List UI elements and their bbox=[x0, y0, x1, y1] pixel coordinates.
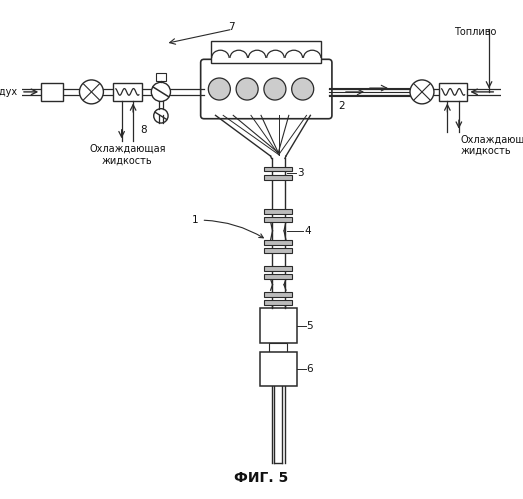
Text: 1: 1 bbox=[192, 215, 264, 238]
Circle shape bbox=[154, 109, 168, 123]
Text: 4: 4 bbox=[304, 226, 311, 236]
Text: ФИГ. 5: ФИГ. 5 bbox=[234, 471, 289, 485]
FancyBboxPatch shape bbox=[264, 217, 292, 222]
Text: 6: 6 bbox=[306, 364, 313, 374]
FancyBboxPatch shape bbox=[264, 248, 292, 253]
Circle shape bbox=[236, 78, 258, 100]
FancyBboxPatch shape bbox=[264, 209, 292, 214]
FancyBboxPatch shape bbox=[201, 59, 332, 119]
FancyBboxPatch shape bbox=[264, 300, 292, 305]
Circle shape bbox=[410, 80, 434, 104]
FancyBboxPatch shape bbox=[264, 175, 292, 180]
FancyBboxPatch shape bbox=[156, 73, 166, 81]
Circle shape bbox=[208, 78, 230, 100]
FancyBboxPatch shape bbox=[259, 308, 297, 343]
Circle shape bbox=[151, 82, 170, 101]
FancyBboxPatch shape bbox=[264, 266, 292, 271]
Circle shape bbox=[264, 78, 286, 100]
FancyBboxPatch shape bbox=[269, 343, 287, 351]
FancyBboxPatch shape bbox=[439, 83, 468, 100]
FancyBboxPatch shape bbox=[264, 292, 292, 297]
Text: 8: 8 bbox=[140, 125, 146, 135]
FancyBboxPatch shape bbox=[41, 83, 63, 101]
FancyBboxPatch shape bbox=[264, 240, 292, 245]
Text: Топливо: Топливо bbox=[454, 27, 496, 37]
Text: 2: 2 bbox=[338, 101, 345, 111]
Text: Охлаждающая
жидкость: Охлаждающая жидкость bbox=[460, 134, 523, 156]
FancyBboxPatch shape bbox=[211, 41, 321, 63]
Circle shape bbox=[292, 78, 314, 100]
FancyBboxPatch shape bbox=[113, 83, 142, 100]
Text: 7: 7 bbox=[228, 22, 235, 32]
Circle shape bbox=[79, 80, 104, 104]
FancyBboxPatch shape bbox=[259, 351, 297, 386]
FancyBboxPatch shape bbox=[264, 274, 292, 279]
FancyBboxPatch shape bbox=[264, 167, 292, 172]
Text: 5: 5 bbox=[306, 321, 313, 331]
Text: Охлаждающая
жидкость: Охлаждающая жидкость bbox=[89, 144, 166, 165]
Text: 3: 3 bbox=[298, 168, 304, 178]
Text: Воздух: Воздух bbox=[0, 87, 17, 97]
